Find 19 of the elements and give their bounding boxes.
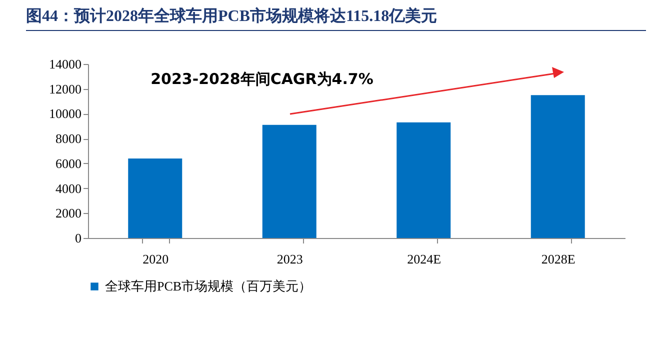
x-tick-label: 2028E (541, 252, 576, 266)
bar (262, 124, 316, 238)
annotation: 2023-2028年间CAGR为4.7% (150, 70, 374, 88)
bar (128, 158, 182, 238)
x-tick-label: 2024E (407, 252, 442, 266)
bar (530, 95, 585, 238)
y-tick-label: 8000 (56, 131, 82, 146)
legend-label: 全球车用PCB市场规模（百万美元） (105, 278, 312, 294)
y-tick-label: 10000 (49, 106, 82, 122)
x-tick-label: 2020 (142, 252, 169, 266)
bar (396, 122, 451, 238)
y-tick-label: 4000 (56, 180, 82, 196)
y-tick-label: 6000 (56, 156, 82, 171)
y-tick-label: 2000 (56, 206, 82, 221)
y-tick-label: 12000 (49, 81, 82, 96)
y-tick-label: 0 (75, 230, 82, 246)
y-tick-label: 14000 (49, 56, 82, 72)
chart-title: 图44：预计2028年全球车用PCB市场规模将达115.18亿美元 (26, 6, 646, 31)
x-tick-label: 2023 (276, 252, 303, 266)
